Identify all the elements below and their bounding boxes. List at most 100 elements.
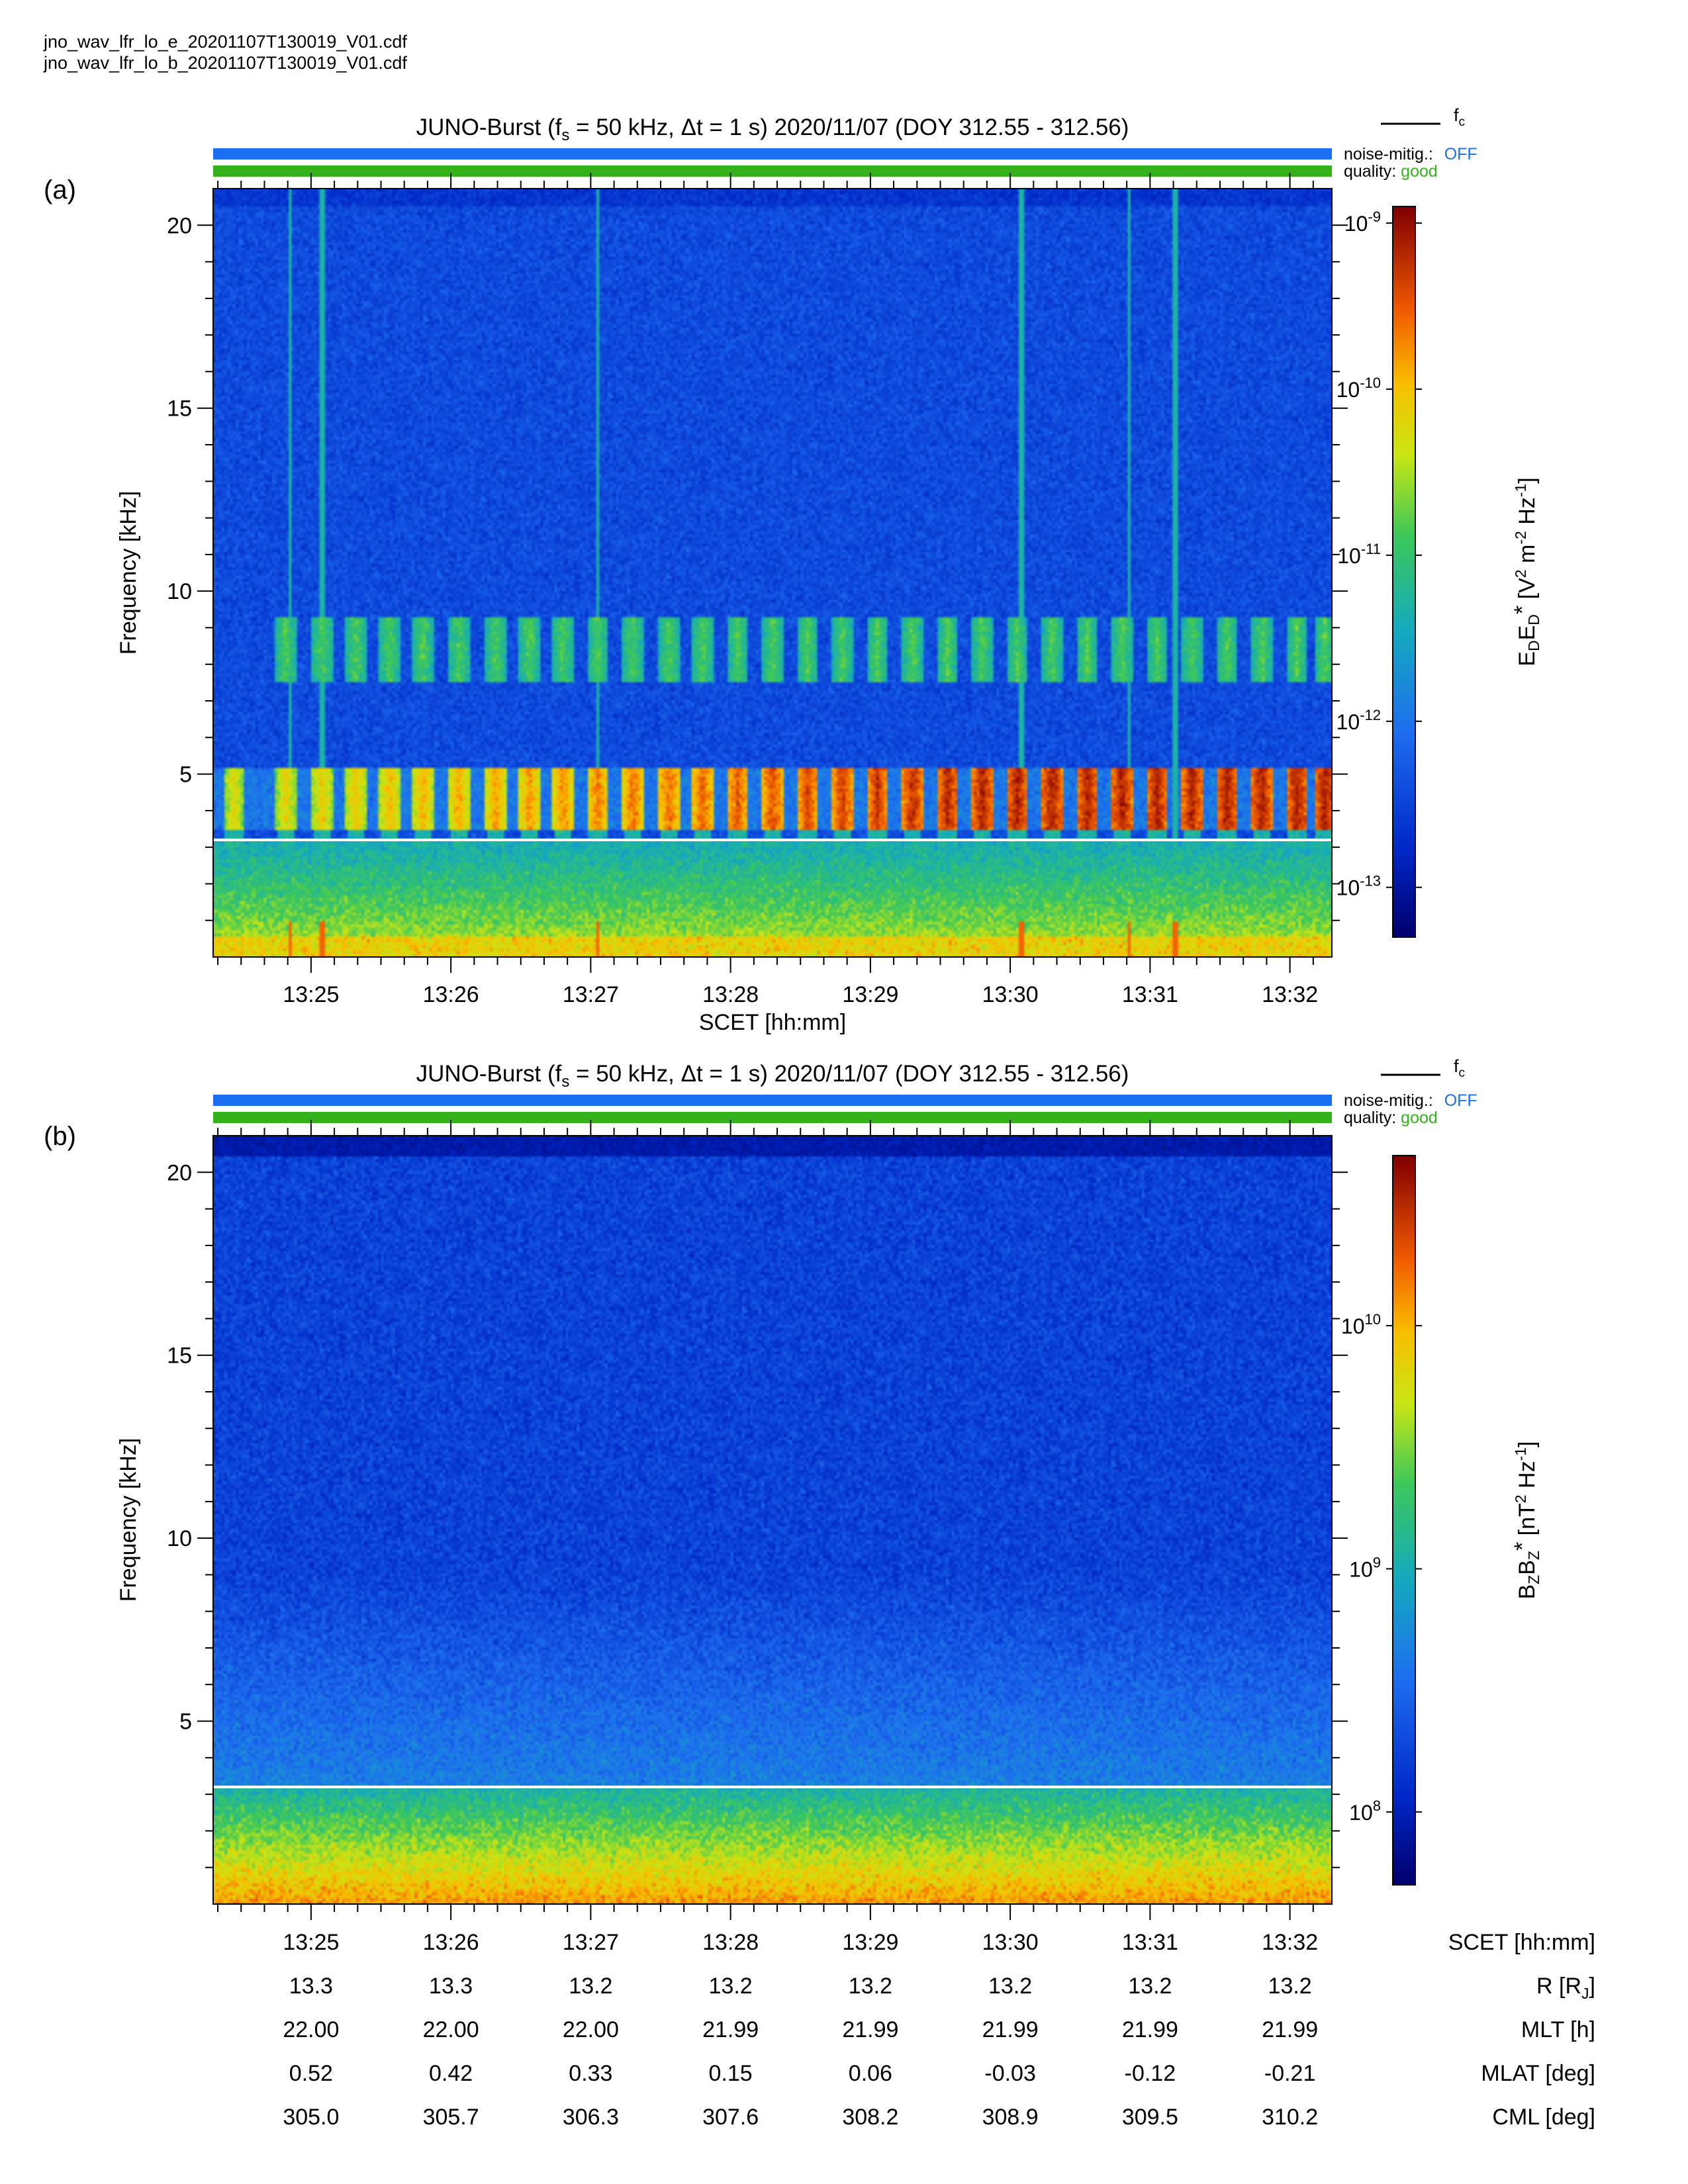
x-tick-label: 13:28 <box>702 982 759 1007</box>
colorbar-tick-label: 1010 <box>1341 1311 1381 1338</box>
panel-label: (a) <box>44 175 76 205</box>
ephemeris-cell: 22.00 <box>283 2017 339 2042</box>
y-tick-label: 5 <box>179 1709 192 1735</box>
ephemeris-table: 13:25 13:26 13:27 13:28 13:29 13:30 13:31 13:32… <box>283 1930 1595 2130</box>
ephemeris-cell: 13:26 <box>423 1930 479 1955</box>
ephemeris-cell: 13.2 <box>709 1974 753 1999</box>
colorbar-tick-label: 10-11 <box>1337 541 1381 568</box>
ephemeris-row-label: MLT [h] <box>1521 2017 1595 2042</box>
y-axis-label: Frequency [kHz] <box>116 491 141 655</box>
x-tick-label: 13:29 <box>842 982 898 1007</box>
ephemeris-cell: 21.99 <box>842 2017 898 2042</box>
colorbar-tick-label: 10-12 <box>1336 707 1381 734</box>
x-tick-label: 13:25 <box>283 982 339 1007</box>
ephemeris-cell: 13.2 <box>849 1974 892 1999</box>
colorbar-tick-label: 109 <box>1349 1554 1381 1581</box>
ephemeris-row-label: SCET [hh:mm] <box>1448 1930 1595 1955</box>
colorbar <box>1393 206 1415 937</box>
plot-frame <box>212 188 1333 958</box>
noise-mitigation-bar <box>213 1095 1332 1106</box>
ephemeris-cell: 13.2 <box>1268 1974 1312 1999</box>
chart-title: JUNO-Burst (fs = 50 kHz, Δt = 1 s) 2020/… <box>416 1061 1129 1091</box>
ephemeris-cell: 13:29 <box>842 1930 898 1955</box>
ephemeris-cell: 309.5 <box>1122 2105 1178 2130</box>
quality-status: quality: good <box>1344 1109 1438 1127</box>
x-tick-label: 13:27 <box>563 982 619 1007</box>
ephemeris-cell: 0.52 <box>289 2061 333 2086</box>
spectrogram-image <box>213 1136 1332 1904</box>
ephemeris-cell: 21.99 <box>1262 2017 1318 2042</box>
ephemeris-cell: 13:28 <box>702 1930 759 1955</box>
quality-bar <box>213 165 1332 177</box>
noise-mitig-label: noise-mitig.: <box>1344 145 1433 163</box>
y-tick-label: 10 <box>167 1526 192 1551</box>
ephemeris-cell: 13:27 <box>563 1930 619 1955</box>
ephemeris-cell: 308.9 <box>982 2105 1039 2130</box>
panel-a: (a) JUNO-Burst (fs = 50 kHz, Δt = 1 s) 20… <box>44 105 1542 1035</box>
colorbar-tick-label: 10-9 <box>1344 208 1381 236</box>
y-tick-label: 20 <box>167 1160 192 1185</box>
noise-mitig-value: OFF <box>1440 1091 1477 1110</box>
ephemeris-cell: 0.33 <box>569 2061 612 2086</box>
ephemeris-cell: 0.06 <box>849 2061 892 2086</box>
colorbar-tick-label: 10-13 <box>1336 873 1381 900</box>
ephemeris-cell: -0.03 <box>984 2061 1036 2086</box>
ephemeris-cell: 13.2 <box>1128 1974 1172 1999</box>
ephemeris-cell: 22.00 <box>563 2017 619 2042</box>
ephemeris-cell: 13.3 <box>289 1974 333 1999</box>
ephemeris-cell: -0.21 <box>1264 2061 1316 2086</box>
colorbar <box>1393 1156 1415 1885</box>
ephemeris-cell: 13:31 <box>1122 1930 1178 1955</box>
quality-label: quality: <box>1344 1109 1396 1127</box>
y-tick-label: 20 <box>167 213 192 238</box>
ephemeris-cell: 308.2 <box>842 2105 898 2130</box>
panel-b: (b) JUNO-Burst (fs = 50 kHz, Δt = 1 s) 20… <box>44 1056 1595 2130</box>
y-tick-label: 10 <box>167 579 192 604</box>
quality-bar <box>213 1112 1332 1123</box>
ephemeris-row-label: CML [deg] <box>1492 2105 1595 2130</box>
colorbar-tick-label: 108 <box>1349 1797 1381 1825</box>
colorbar-tick-label: 10-10 <box>1336 375 1381 402</box>
plot-frame <box>212 1135 1333 1905</box>
x-tick-label: 13:30 <box>982 982 1039 1007</box>
ephemeris-cell: 21.99 <box>1122 2017 1178 2042</box>
ephemeris-cell: 305.0 <box>283 2105 339 2130</box>
panel-label: (b) <box>44 1122 76 1151</box>
quality-status: quality: good <box>1344 162 1438 181</box>
noise-mitigation-bar <box>213 148 1332 159</box>
noise-mitig-value: OFF <box>1440 145 1477 163</box>
quality-value: good <box>1396 162 1438 181</box>
ephemeris-cell: 0.15 <box>709 2061 753 2086</box>
x-tick-label: 13:31 <box>1122 982 1178 1007</box>
ephemeris-cell: 306.3 <box>563 2105 619 2130</box>
ephemeris-cell: 21.99 <box>702 2017 759 2042</box>
file-name-1: jno_wav_lfr_lo_e_20201107T130019_V01.cdf <box>43 32 407 52</box>
ephemeris-cell: 13.2 <box>988 1974 1032 1999</box>
x-axis-label: SCET [hh:mm] <box>699 1010 846 1035</box>
chart-title: JUNO-Burst (fs = 50 kHz, Δt = 1 s) 2020/… <box>416 114 1129 144</box>
spectrogram-image <box>213 189 1332 957</box>
y-axis-label: Frequency [kHz] <box>116 1438 141 1602</box>
colorbar-frame <box>1392 206 1416 938</box>
noise-mitig-status: noise-mitig.: OFF <box>1344 1091 1477 1110</box>
noise-mitig-label: noise-mitig.: <box>1344 1091 1433 1110</box>
colorbar-label: BZBZ* [nT2 Hz-1] <box>1510 1441 1542 1599</box>
file-name-2: jno_wav_lfr_lo_b_20201107T130019_V01.cdf <box>43 53 407 73</box>
y-tick-label: 15 <box>167 1343 192 1369</box>
x-tick-label: 13:26 <box>423 982 479 1007</box>
quality-label: quality: <box>1344 162 1396 181</box>
colorbar-label: EDED* [V2 m-2 Hz-1] <box>1510 477 1542 666</box>
ephemeris-cell: 13.2 <box>569 1974 612 1999</box>
ephemeris-row-label: R [RJ] <box>1536 1974 1595 2002</box>
y-tick-label: 15 <box>167 396 192 422</box>
ephemeris-cell: 13:32 <box>1262 1930 1318 1955</box>
fc-legend-label: fc <box>1454 105 1465 129</box>
ephemeris-cell: 21.99 <box>982 2017 1039 2042</box>
ephemeris-cell: 22.00 <box>423 2017 479 2042</box>
noise-mitig-status: noise-mitig.: OFF <box>1344 145 1477 163</box>
y-tick-label: 5 <box>179 762 192 788</box>
ephemeris-cell: 310.2 <box>1262 2105 1318 2130</box>
x-tick-label: 13:32 <box>1262 982 1318 1007</box>
ephemeris-cell: 13.3 <box>429 1974 473 1999</box>
